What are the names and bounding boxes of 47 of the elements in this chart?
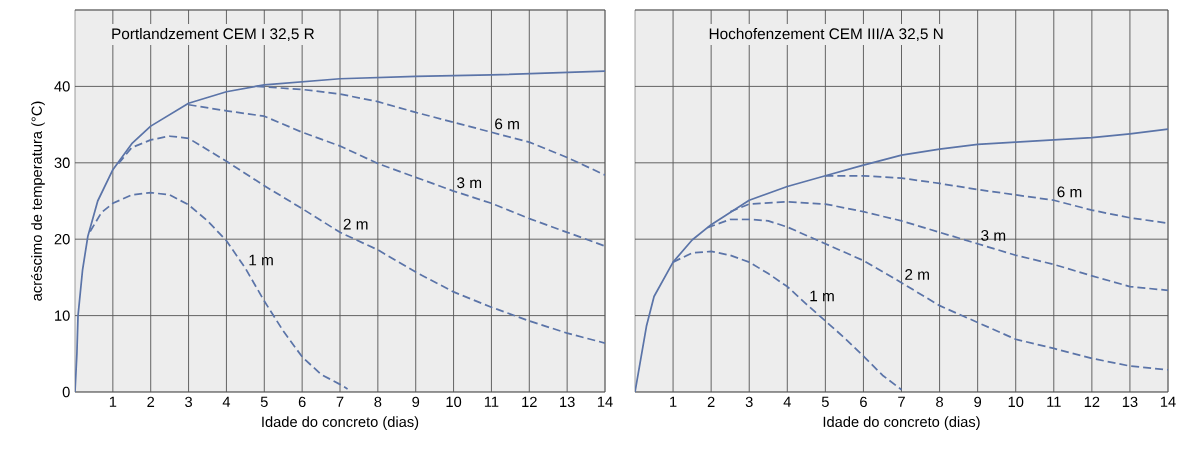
x-tick-label: 2	[147, 396, 155, 407]
x-tick-label: 5	[821, 396, 829, 407]
series-label: 3 m	[981, 229, 1006, 241]
series-label: 6 m	[495, 118, 519, 130]
x-tick-label: 1	[109, 396, 117, 407]
series-label: 2 m	[343, 218, 368, 230]
series-label: 6 m	[1057, 186, 1082, 198]
x-tick-label: 13	[560, 396, 575, 408]
x-tick-label: 7	[898, 396, 905, 407]
x-tick-label: 7	[336, 396, 344, 407]
x-tick-label: 11	[1047, 396, 1061, 407]
y-tick-label: 30	[54, 157, 70, 168]
x-axis-title: Idade do concreto (dias)	[823, 416, 980, 430]
x-tick-label: 2	[707, 396, 715, 407]
y-tick-label: 0	[62, 386, 70, 398]
series-label: 2 m	[905, 269, 929, 280]
x-tick-label: 9	[412, 396, 420, 408]
y-tick-label: 40	[54, 81, 70, 92]
x-tick-label: 4	[783, 396, 791, 407]
x-tick-label: 6	[860, 396, 867, 408]
x-axis-title: Idade do concreto (dias)	[262, 416, 419, 430]
x-tick-label: 13	[1122, 396, 1138, 408]
x-tick-label: 12	[1084, 396, 1100, 407]
text: Portlandzement CEM I 32,5 R	[112, 27, 314, 42]
x-tick-label: 14	[1160, 396, 1176, 407]
series-label: 1 m	[810, 290, 834, 302]
x-tick-label: 3	[745, 396, 753, 408]
y-tick-label: 20	[54, 234, 70, 245]
x-tick-label: 12	[522, 396, 537, 407]
x-tick-label: 8	[936, 396, 944, 408]
x-tick-label: 9	[974, 396, 982, 408]
x-tick-label: 4	[222, 396, 231, 407]
line-series	[75, 70, 605, 392]
x-tick-label: 10	[1008, 396, 1024, 408]
x-tick-label: 14	[597, 396, 613, 407]
text: Hochofenzement CEM III/A 32,5 N	[709, 27, 943, 42]
y-tick-label: 10	[55, 310, 70, 321]
x-tick-label: 10	[446, 396, 462, 408]
x-tick-label: 1	[670, 396, 677, 407]
x-tick-label: 5	[260, 396, 268, 407]
y-axis-title: acréscimo de temperatura (°C)	[30, 101, 45, 301]
x-tick-label: 6	[298, 396, 306, 408]
x-tick-label: 8	[374, 396, 382, 408]
series-label: 1 m	[249, 254, 273, 266]
series-label: 3 m	[457, 177, 482, 189]
x-tick-label: 11	[484, 396, 499, 407]
x-tick-label: 3	[185, 396, 192, 408]
